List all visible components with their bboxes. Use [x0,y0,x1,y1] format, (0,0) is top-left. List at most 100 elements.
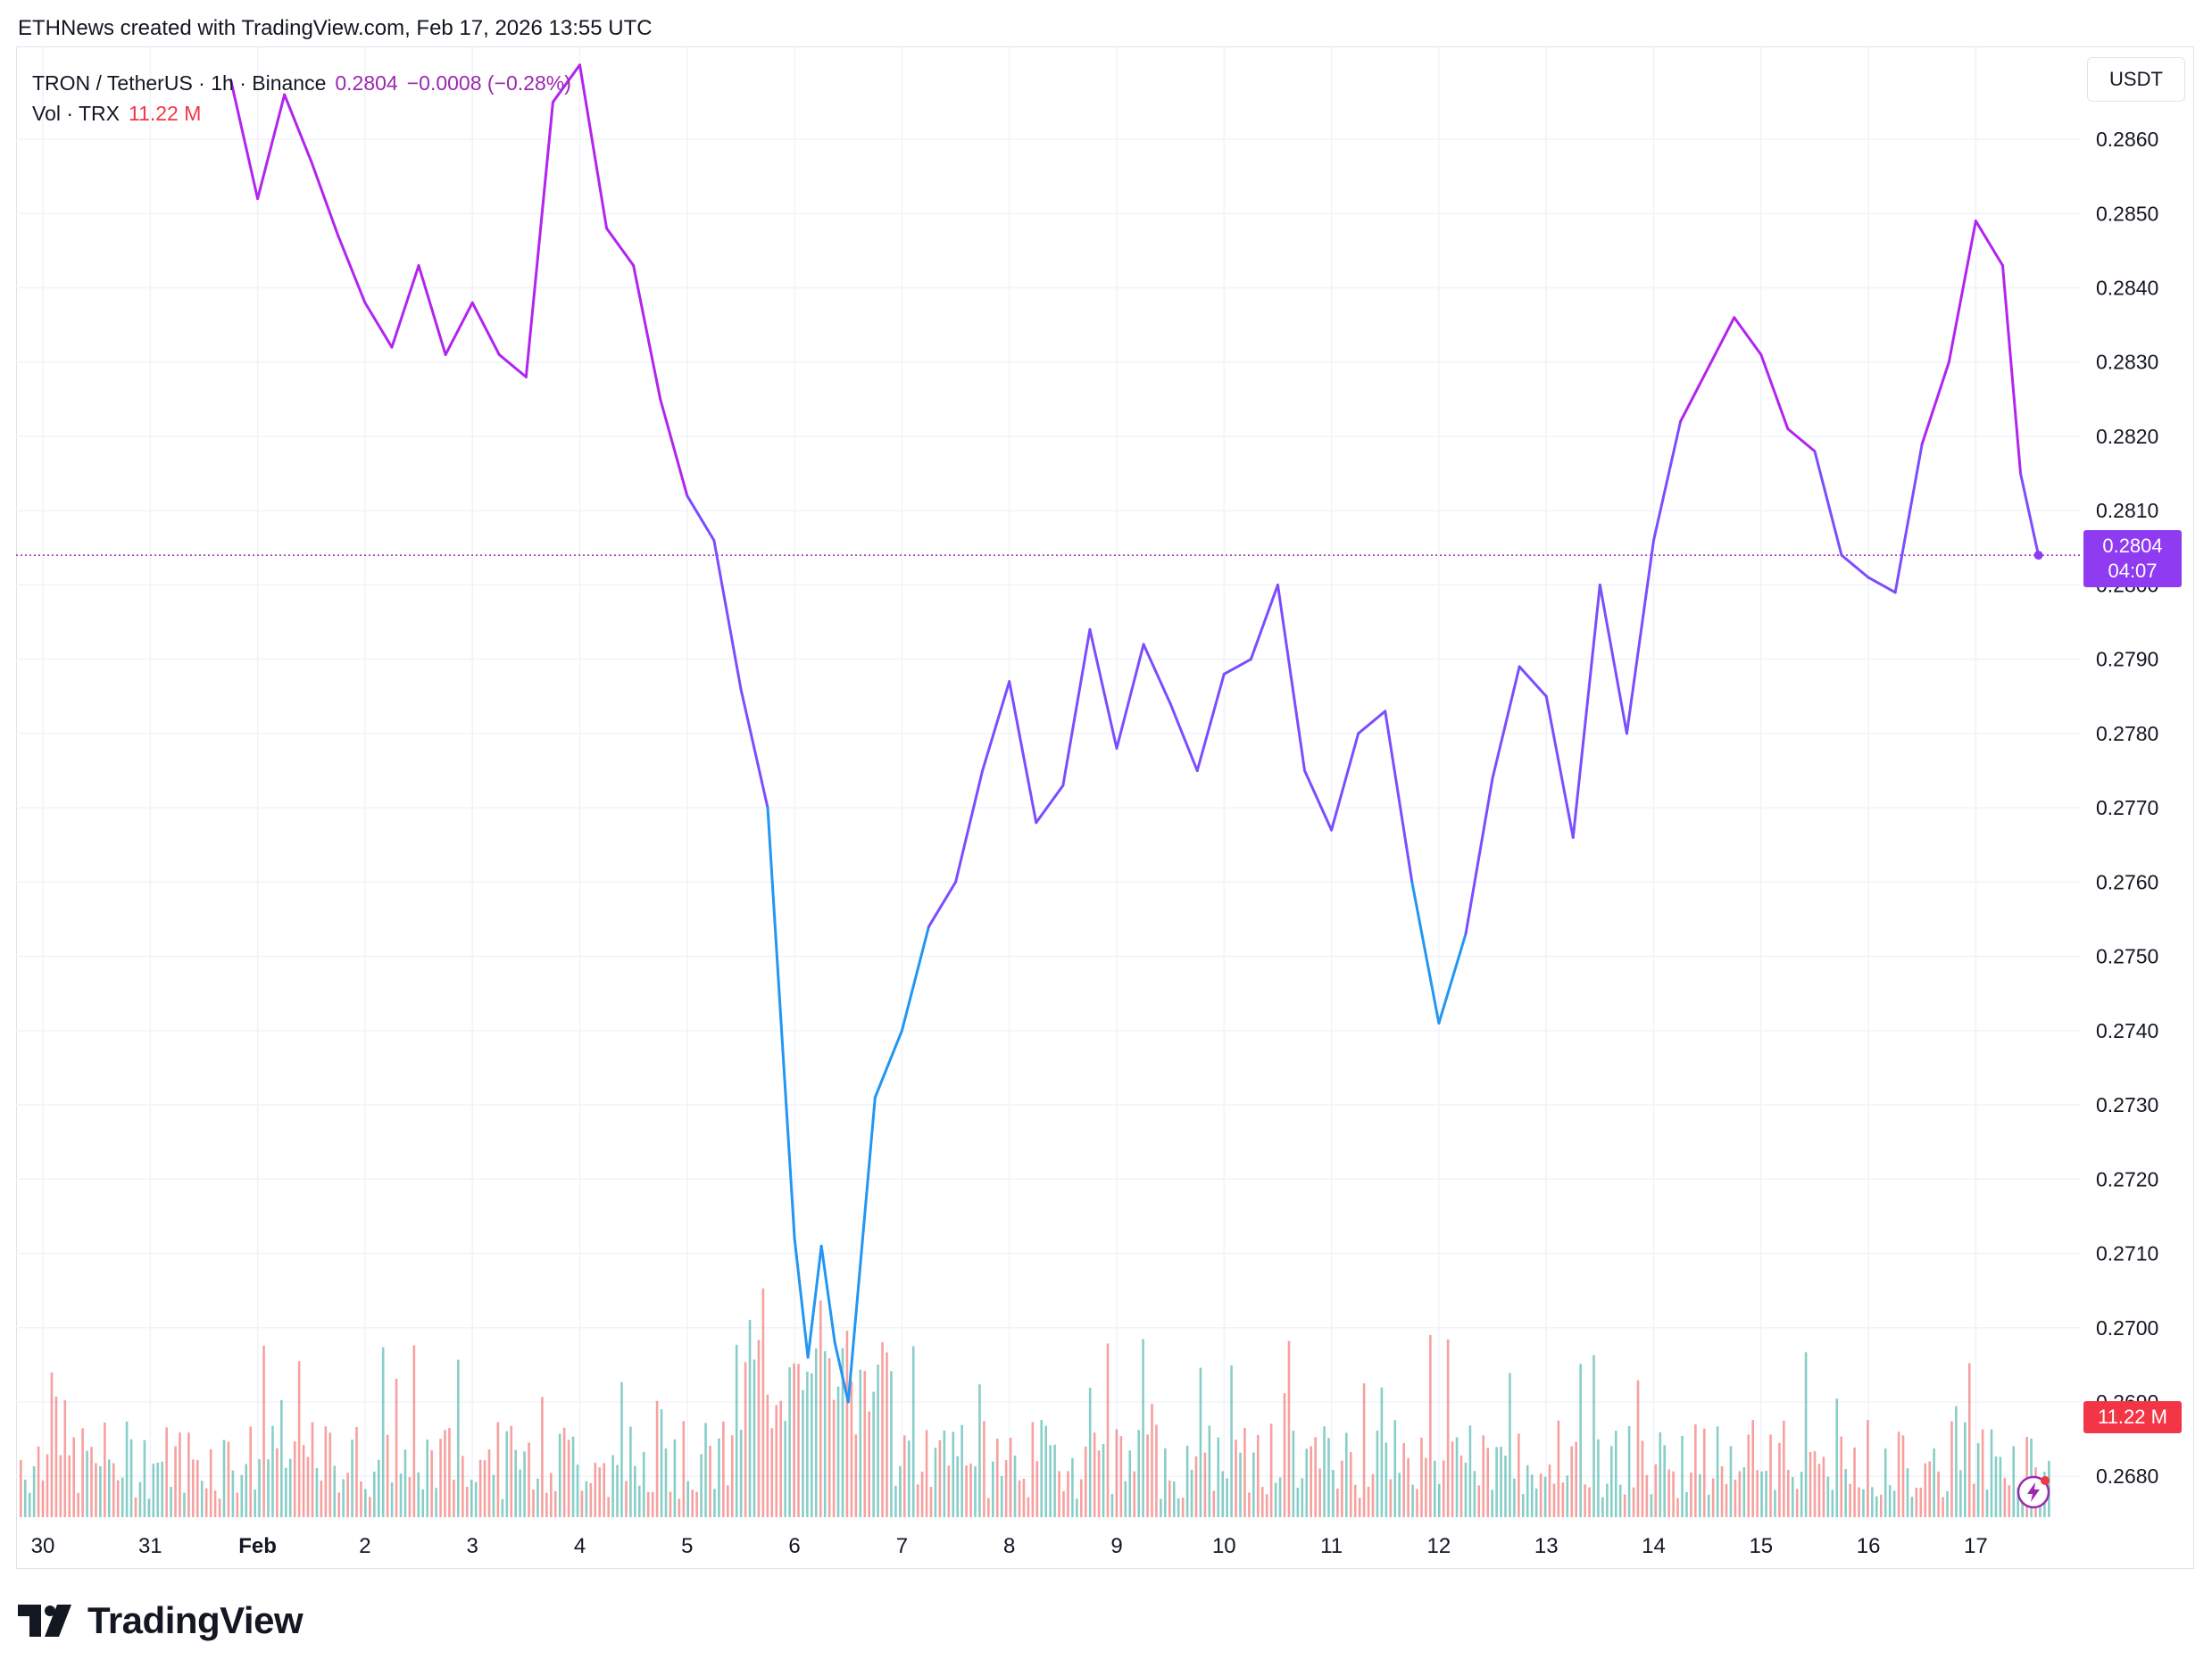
price-segment [1195,672,1226,773]
lightning-icon[interactable] [2016,1474,2051,1510]
chart-credit: ETHNews created with TradingView.com, Fe… [18,16,653,40]
tradingview-logo[interactable]: TradingView [18,1599,304,1642]
volume-bar [992,1461,994,1517]
volume-bar [1561,1482,1565,1517]
volume-bar [682,1421,686,1517]
volume-bar [594,1463,597,1517]
volume-bar [1747,1434,1750,1517]
volume-bar [395,1378,398,1517]
volume-bar [1119,1436,1123,1517]
price-segment [1625,538,1655,735]
volume-bar [1879,1494,1883,1517]
price-segment [1840,553,1870,579]
volume-bar [925,1430,928,1517]
volume-bar [1194,1456,1198,1517]
price-segment [2019,472,2041,557]
volume-bar [1990,1429,1993,1517]
legend-symbol[interactable]: TRON / TetherUS · 1h · Binance [32,71,327,95]
price-segment [793,1237,810,1359]
volume-bar [1676,1498,1679,1517]
volume-bar [1318,1468,1321,1517]
volume-bar [355,1426,358,1517]
volume-bar [1844,1469,1847,1517]
volume-bar [183,1492,186,1517]
volume-bar [1610,1446,1613,1517]
volume-bar [642,1451,645,1517]
volume-bar [1035,1461,1039,1517]
y-tick-label: 0.2770 [2096,796,2158,819]
volume-bar [1840,1436,1842,1517]
volume-bar [1804,1352,1808,1517]
volume-bar [528,1442,530,1517]
volume-bar [1711,1478,1715,1517]
volume-bar [1641,1440,1644,1517]
volume-bar [1168,1480,1171,1517]
volume-bar [978,1384,981,1517]
volume-bar [1155,1424,1158,1517]
volume-bar [686,1481,690,1517]
price-segment [497,353,528,378]
price-segment [659,397,689,498]
volume-bar [1274,1482,1277,1517]
volume-bar [1667,1469,1670,1517]
volume-bar [841,1348,844,1517]
volume-bar [1534,1488,1538,1517]
price-segment [1168,702,1199,773]
volume-bar [1133,1471,1135,1517]
volume-bar [947,1465,951,1517]
volume-bar [1681,1435,1684,1517]
price-segment [1893,442,1924,594]
volume-bar [1022,1478,1026,1517]
volume-bar [1265,1494,1268,1517]
volume-bar [1269,1423,1273,1517]
volume-bar [1482,1435,1485,1517]
x-tick-label: 7 [896,1534,908,1558]
volume-bar [1093,1432,1096,1517]
legend-vol-label[interactable]: Vol · TRX [32,102,120,125]
volume-bar [1429,1334,1432,1517]
volume-bar [859,1369,862,1517]
volume-bar [1645,1474,1649,1517]
volume-bar [1027,1497,1030,1517]
volume-bar [894,1485,897,1517]
volume-bar [1504,1456,1507,1517]
price-segment [1920,361,1950,445]
volume-bar [793,1363,795,1517]
volume-bar [827,1357,831,1517]
volume-bar [571,1436,575,1517]
legend-change: −0.0008 (−0.28%) [406,71,571,95]
volume-bar [288,1458,292,1517]
price-segment [1598,583,1628,735]
volume-bar [1500,1447,1502,1517]
volume-bar [545,1492,548,1517]
volume-bar [1137,1430,1140,1517]
price-segment [1142,643,1172,706]
volume-bar [722,1421,725,1517]
volume-bar [1915,1488,1918,1517]
volume-bar [1305,1448,1309,1517]
volume-bar [1614,1431,1617,1517]
volume-bar [784,1421,786,1517]
price-line [229,63,2041,1404]
price-segment [632,264,662,401]
price-segment [846,1096,877,1404]
price-segment [551,63,581,104]
volume-bar [1946,1491,1949,1517]
volume-bar [501,1498,504,1517]
volume-bar [788,1367,791,1517]
volume-bar [448,1428,451,1517]
volume-bar [1597,1439,1600,1517]
volume-bar [1310,1446,1312,1517]
volume-bar [911,1346,915,1517]
price-segment [1759,353,1790,431]
volume-bar [1690,1473,1692,1517]
volume-bar [2025,1437,2028,1517]
price-segment [1357,709,1387,735]
price-segment [1679,368,1709,423]
price-segment [1088,627,1118,751]
volume-bar [1822,1456,1825,1517]
volume-bar [1367,1486,1370,1517]
price-segment [686,494,716,542]
currency-button[interactable]: USDT [2087,57,2185,102]
